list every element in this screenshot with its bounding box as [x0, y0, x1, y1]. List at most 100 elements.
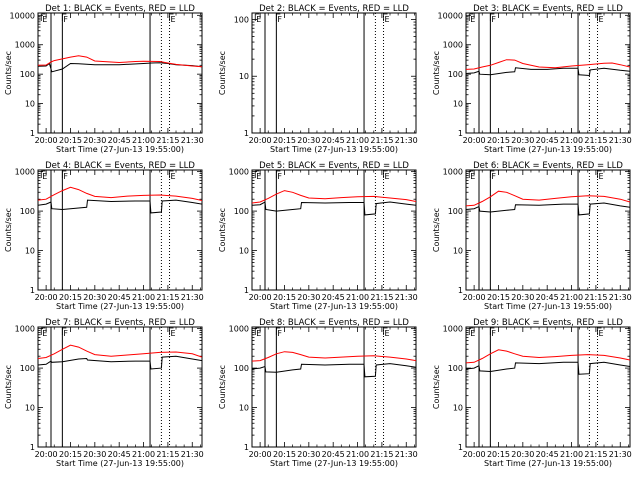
flag-marker: [254, 327, 260, 335]
x-tick-label: 21:00: [132, 136, 155, 145]
y-axis-label: Counts/sec: [218, 365, 227, 409]
x-tick-label: 20:30: [511, 136, 534, 145]
flag-marker: [489, 327, 495, 335]
x-tick-label: 20:15: [273, 136, 296, 145]
lld-series-line: [466, 59, 630, 70]
panel-det-4: Det 4: BLACK = Events, RED = LLD 1 10 100 10…: [4, 161, 204, 311]
x-tick-label: 20:45: [108, 293, 131, 302]
x-axis-label: Start Time (27-Jun-13 19:55:00): [484, 459, 612, 468]
x-tick-label: 21:00: [132, 450, 155, 459]
lld-series-line: [38, 344, 202, 359]
x-tick-label: 21:00: [346, 293, 369, 302]
flag-marker: [597, 327, 602, 335]
x-tick-label: 21:30: [609, 450, 632, 459]
y-tick-label: 10: [453, 247, 463, 256]
panel-title: Det 3: BLACK = Events, RED = LLD: [473, 4, 623, 14]
x-tick-label: 20:30: [511, 450, 534, 459]
x-axis-label: Start Time (27-Jun-13 19:55:00): [56, 459, 184, 468]
y-tick-label: 100: [448, 364, 463, 373]
flag-label: E: [385, 329, 390, 338]
x-tick-label: 20:30: [83, 450, 106, 459]
flag-label: F: [277, 329, 282, 338]
x-tick-label: 20:00: [463, 293, 486, 302]
flag-label: E: [470, 15, 475, 24]
plot-frame: [251, 12, 417, 134]
flag-label: E: [42, 15, 47, 24]
y-tick-label: 1: [244, 129, 249, 138]
flag-label: E: [599, 329, 604, 338]
flag-marker: [383, 327, 388, 335]
y-tick-label: 1000: [443, 41, 463, 50]
x-tick-label: 21:00: [346, 136, 369, 145]
events-series-line: [466, 67, 630, 77]
flag-marker: [468, 170, 474, 178]
plot-frame: [251, 169, 417, 291]
flag-marker: [383, 170, 388, 178]
y-tick-label: 1000: [443, 325, 463, 334]
y-axis-label: Counts/sec: [432, 208, 441, 252]
flag-marker: [40, 13, 46, 21]
y-tick-label: 10: [239, 72, 249, 81]
panel-det-7: Det 7: BLACK = Events, RED = LLD 1 10 100 10…: [4, 318, 204, 468]
flag-label: E: [256, 15, 261, 24]
panel-title: Det 1: BLACK = Events, RED = LLD: [45, 4, 195, 14]
x-tick-label: 20:45: [536, 450, 559, 459]
x-axis-label: Start Time (27-Jun-13 19:55:00): [56, 302, 184, 311]
x-tick-label: 20:00: [249, 450, 272, 459]
flag-label: E: [599, 15, 604, 24]
y-tick-label: 1000: [15, 325, 35, 334]
x-tick-label: 20:30: [511, 293, 534, 302]
x-tick-label: 20:00: [35, 450, 58, 459]
panel-det-3: Det 3: BLACK = Events, RED = LLD 1 10 100 10…: [432, 4, 632, 154]
y-tick-label: 10000: [10, 11, 35, 20]
x-tick-label: 20:45: [108, 136, 131, 145]
x-tick-label: 20:45: [322, 450, 345, 459]
x-tick-label: 21:15: [370, 450, 393, 459]
y-axis-label: Counts/sec: [4, 51, 13, 95]
x-tick-label: 20:30: [83, 136, 106, 145]
events-series-line: [466, 202, 630, 216]
x-tick-label: 21:00: [560, 450, 583, 459]
flag-marker: [597, 13, 602, 21]
y-tick-label: 10: [239, 404, 249, 413]
flag-label: F: [63, 329, 68, 338]
flag-marker: [254, 13, 260, 21]
x-tick-label: 21:30: [181, 293, 204, 302]
y-tick-label: 1000: [229, 325, 249, 334]
x-tick-label: 21:30: [395, 136, 418, 145]
y-axis-label: Counts/sec: [4, 208, 13, 252]
flag-label: E: [256, 172, 261, 181]
lld-series-line: [466, 190, 630, 207]
y-tick-label: 10: [25, 404, 35, 413]
x-tick-label: 20:00: [249, 293, 272, 302]
y-tick-label: 1: [244, 443, 249, 452]
x-tick-label: 20:15: [273, 450, 296, 459]
x-tick-label: 20:00: [35, 293, 58, 302]
flag-label: E: [599, 172, 604, 181]
y-tick-label: 1: [458, 286, 463, 295]
y-tick-label: 100: [234, 15, 249, 24]
panel-title: Det 7: BLACK = Events, RED = LLD: [45, 318, 195, 328]
y-tick-label: 10: [453, 100, 463, 109]
flag-marker: [275, 327, 281, 335]
x-tick-label: 21:15: [156, 136, 179, 145]
x-tick-label: 20:15: [487, 136, 510, 145]
x-axis-label: Start Time (27-Jun-13 19:55:00): [270, 459, 398, 468]
x-axis-label: Start Time (27-Jun-13 19:55:00): [270, 302, 398, 311]
x-tick-label: 20:00: [463, 450, 486, 459]
y-tick-label: 10000: [438, 11, 463, 20]
panel-title: Det 2: BLACK = Events, RED = LLD: [259, 4, 409, 14]
flag-label: E: [385, 172, 390, 181]
x-tick-label: 21:30: [609, 293, 632, 302]
flag-label: E: [385, 15, 390, 24]
y-tick-label: 1: [458, 443, 463, 452]
x-tick-label: 21:00: [560, 136, 583, 145]
y-tick-label: 10: [25, 247, 35, 256]
panel-det-1: Det 1: BLACK = Events, RED = LLD 1 10 100 10…: [4, 4, 204, 154]
panel-det-6: Det 6: BLACK = Events, RED = LLD 1 10 100 10…: [432, 161, 632, 311]
x-axis-label: Start Time (27-Jun-13 19:55:00): [484, 302, 612, 311]
x-tick-label: 20:30: [83, 293, 106, 302]
y-tick-label: 100: [20, 364, 35, 373]
events-series-line: [38, 355, 202, 370]
y-tick-label: 10: [239, 247, 249, 256]
